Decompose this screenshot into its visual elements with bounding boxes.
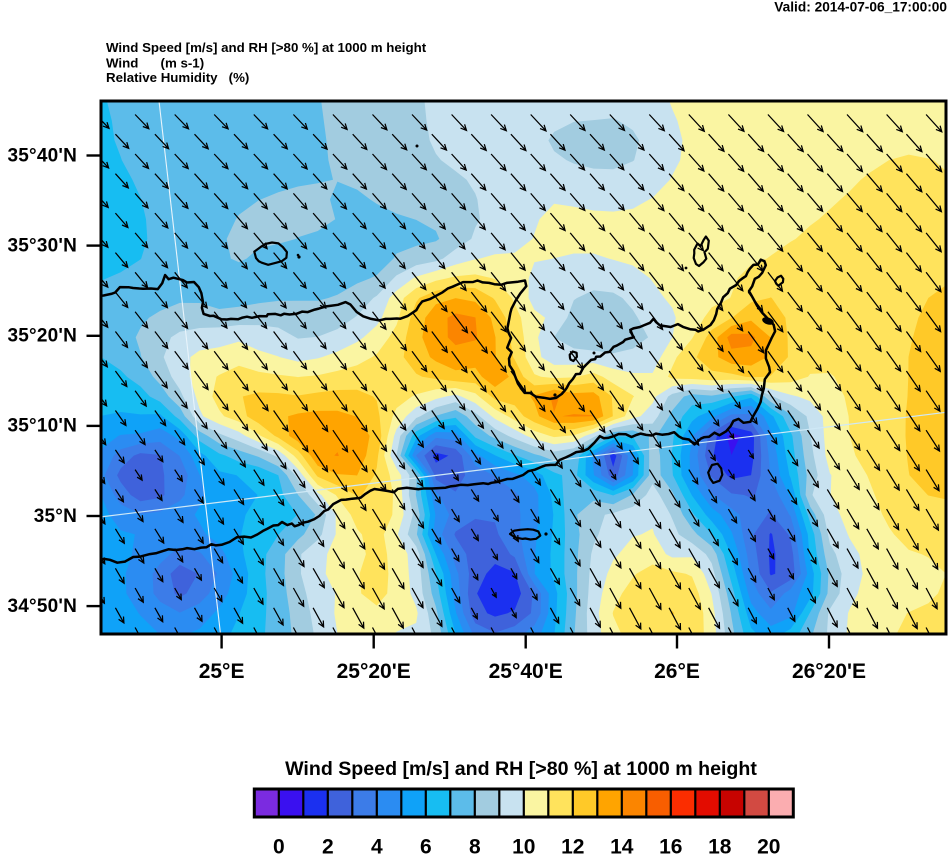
svg-text:Wind Speed [m/s] and RH [>80 %: Wind Speed [m/s] and RH [>80 %] at 1000 …: [285, 758, 757, 780]
svg-text:8: 8: [469, 836, 481, 854]
svg-text:25°E: 25°E: [199, 660, 245, 683]
svg-text:25°20'E: 25°20'E: [337, 660, 411, 683]
svg-text:12: 12: [561, 836, 584, 854]
svg-text:10: 10: [512, 836, 535, 854]
svg-text:Wind Speed [m/s] and RH [>80 %: Wind Speed [m/s] and RH [>80 %] at 1000 …: [106, 40, 427, 55]
svg-text:35°20'N: 35°20'N: [7, 326, 77, 347]
svg-text:6: 6: [420, 836, 432, 854]
svg-text:Relative Humidity (%): Relative Humidity (%): [106, 70, 249, 85]
svg-text:35°30'N: 35°30'N: [7, 235, 77, 256]
svg-text:20: 20: [757, 836, 780, 854]
svg-text:Valid: 2014-07-06_17:00:00: Valid: 2014-07-06_17:00:00: [774, 0, 947, 15]
svg-text:35°40'N: 35°40'N: [7, 145, 77, 166]
svg-text:0: 0: [273, 836, 285, 854]
svg-text:4: 4: [371, 836, 383, 854]
svg-text:26°E: 26°E: [654, 660, 700, 683]
svg-text:35°10'N: 35°10'N: [7, 416, 77, 437]
svg-text:35°N: 35°N: [34, 506, 77, 527]
svg-text:25°40'E: 25°40'E: [489, 660, 563, 683]
svg-text:26°20'E: 26°20'E: [792, 660, 866, 683]
svg-text:14: 14: [610, 836, 634, 854]
svg-text:18: 18: [708, 836, 732, 854]
svg-text:34°50'N: 34°50'N: [7, 596, 77, 617]
svg-text:Wind (m s-1): Wind (m s-1): [106, 55, 204, 70]
svg-text:2: 2: [322, 836, 334, 854]
svg-text:16: 16: [659, 836, 682, 854]
